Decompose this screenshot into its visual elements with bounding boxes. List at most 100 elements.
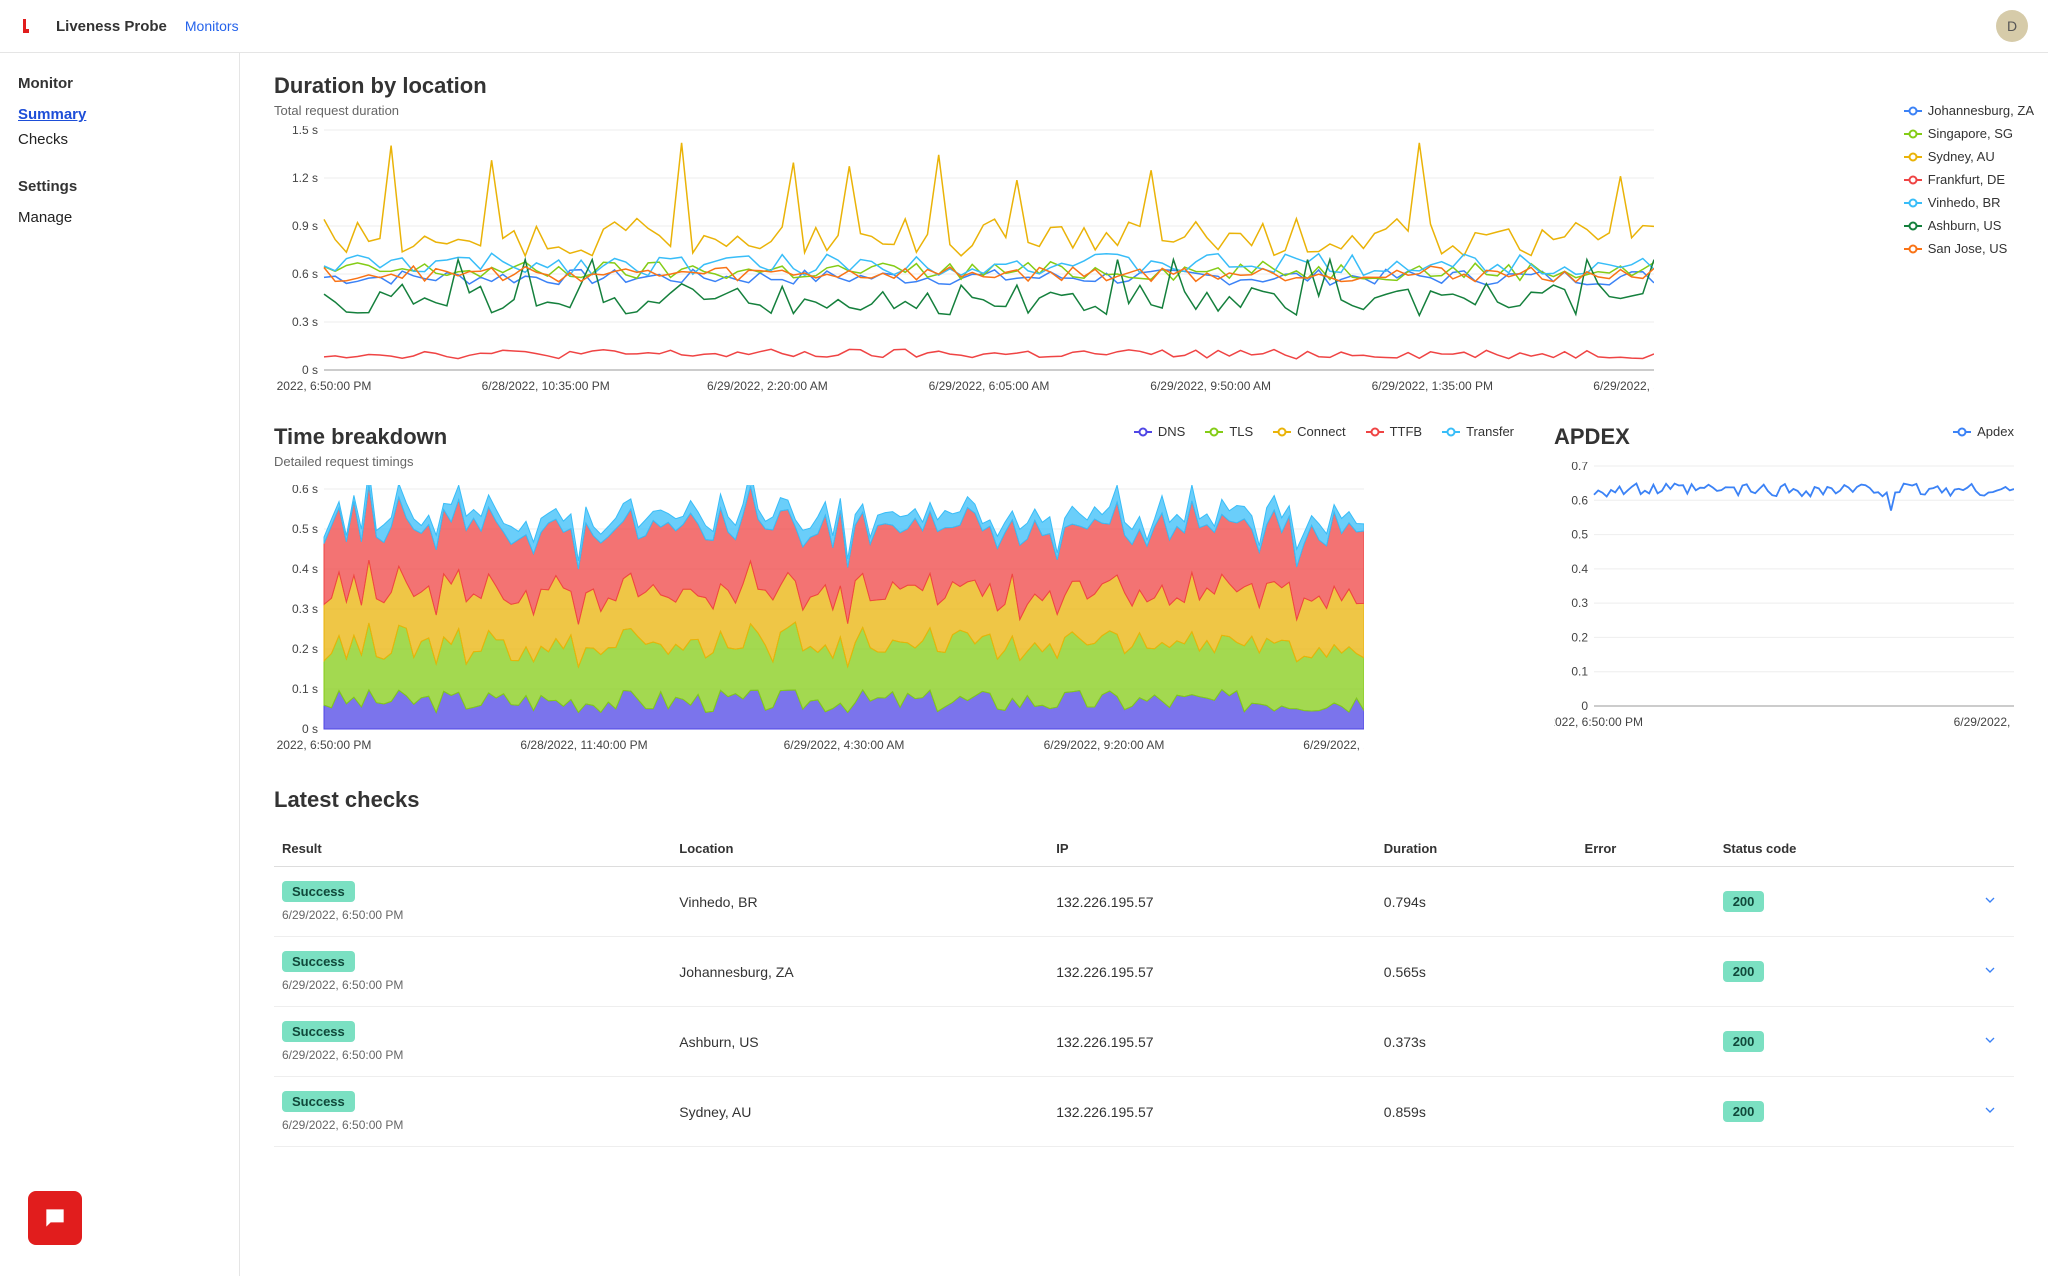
avatar-initial: D bbox=[2007, 18, 2017, 34]
svg-text:0.3 s: 0.3 s bbox=[292, 315, 318, 329]
table-cell: Ashburn, US bbox=[671, 1007, 1048, 1077]
table-row[interactable]: Success6/29/2022, 6:50:00 PMJohannesburg… bbox=[274, 937, 2014, 1007]
legend-item[interactable]: Transfer bbox=[1442, 424, 1514, 439]
svg-text:0.1 s: 0.1 s bbox=[292, 682, 318, 696]
breakdown-chart-subtitle: Detailed request timings bbox=[274, 454, 1114, 469]
svg-text:0.4: 0.4 bbox=[1571, 562, 1588, 576]
table-cell: Vinhedo, BR bbox=[671, 867, 1048, 937]
legend-item[interactable]: Singapore, SG bbox=[1904, 126, 2034, 141]
svg-text:6/29/2022, 9:20:00 AM: 6/29/2022, 9:20:00 AM bbox=[1044, 738, 1165, 752]
table-cell: Sydney, AU bbox=[671, 1077, 1048, 1147]
svg-text:0.1: 0.1 bbox=[1571, 665, 1588, 679]
legend-item[interactable]: Vinhedo, BR bbox=[1904, 195, 2034, 210]
svg-text:0.6 s: 0.6 s bbox=[292, 485, 318, 496]
status-code-badge: 200 bbox=[1723, 961, 1765, 982]
app-logo-icon bbox=[20, 17, 38, 35]
svg-text:2022, 6:50:00 PM: 2022, 6:50:00 PM bbox=[277, 379, 372, 393]
result-timestamp: 6/29/2022, 6:50:00 PM bbox=[282, 978, 663, 992]
legend-label: Johannesburg, ZA bbox=[1928, 103, 2034, 118]
legend-item[interactable]: TLS bbox=[1205, 424, 1253, 439]
svg-text:0 s: 0 s bbox=[302, 722, 318, 736]
sidebar-item-checks[interactable]: Checks bbox=[18, 127, 221, 152]
table-cell: Johannesburg, ZA bbox=[671, 937, 1048, 1007]
svg-text:0.6: 0.6 bbox=[1571, 493, 1588, 507]
svg-text:1.5 s: 1.5 s bbox=[292, 126, 318, 137]
legend-label: Singapore, SG bbox=[1928, 126, 2013, 141]
legend-label: Apdex bbox=[1977, 424, 2014, 439]
status-code-badge: 200 bbox=[1723, 891, 1765, 912]
sidebar: MonitorSummaryChecksSettingsManage bbox=[0, 53, 240, 1276]
monitors-link[interactable]: Monitors bbox=[185, 18, 239, 34]
chevron-down-icon[interactable] bbox=[1982, 1032, 1998, 1048]
svg-text:6/29/2022, 2:20:00 AM: 6/29/2022, 2:20:00 AM bbox=[707, 379, 828, 393]
legend-item[interactable]: Connect bbox=[1273, 424, 1345, 439]
svg-text:6/29/2022, 6:05:00 AM: 6/29/2022, 6:05:00 AM bbox=[929, 379, 1050, 393]
breakdown-chart-section: Time breakdown Detailed request timings … bbox=[274, 424, 1514, 757]
svg-text:0.3 s: 0.3 s bbox=[292, 602, 318, 616]
legend-label: San Jose, US bbox=[1928, 241, 2008, 256]
svg-text:0.4 s: 0.4 s bbox=[292, 562, 318, 576]
legend-label: Connect bbox=[1297, 424, 1345, 439]
svg-text:6/28/2022, 10:35:00 PM: 6/28/2022, 10:35:00 PM bbox=[482, 379, 610, 393]
table-cell: 132.226.195.57 bbox=[1048, 937, 1376, 1007]
svg-text:0.3: 0.3 bbox=[1571, 596, 1588, 610]
table-cell bbox=[1577, 1077, 1715, 1147]
svg-text:0.2: 0.2 bbox=[1571, 630, 1588, 644]
legend-item[interactable]: San Jose, US bbox=[1904, 241, 2034, 256]
svg-text:6/29/2022, 4:30:00 AM: 6/29/2022, 4:30:00 AM bbox=[784, 738, 905, 752]
svg-text:6/29/2022, 2:10:00 PM: 6/29/2022, 2:10:00 PM bbox=[1303, 738, 1364, 752]
svg-text:6/29/2022, 5:20:00 PM: 6/29/2022, 5:20:00 PM bbox=[1593, 379, 1654, 393]
sidebar-item-manage[interactable]: Manage bbox=[18, 205, 221, 230]
result-badge: Success bbox=[282, 1021, 355, 1042]
table-col-header: IP bbox=[1048, 831, 1376, 867]
svg-text:0.2 s: 0.2 s bbox=[292, 642, 318, 656]
table-col-header: Location bbox=[671, 831, 1048, 867]
legend-item[interactable]: Apdex bbox=[1953, 424, 2014, 439]
table-cell bbox=[1577, 867, 1715, 937]
chevron-down-icon[interactable] bbox=[1982, 892, 1998, 908]
legend-label: Transfer bbox=[1466, 424, 1514, 439]
duration-chart-section: Duration by location Total request durat… bbox=[274, 73, 2014, 398]
legend-item[interactable]: DNS bbox=[1134, 424, 1185, 439]
table-cell: 132.226.195.57 bbox=[1048, 867, 1376, 937]
table-col-header: Result bbox=[274, 831, 671, 867]
result-timestamp: 6/29/2022, 6:50:00 PM bbox=[282, 1048, 663, 1062]
svg-text:/2022, 6:50:00 PM: /2022, 6:50:00 PM bbox=[1554, 715, 1643, 729]
table-row[interactable]: Success 6/29/2022, 6:50:00 PM Vinhedo, BR1… bbox=[274, 867, 2014, 937]
svg-text:0.9 s: 0.9 s bbox=[292, 219, 318, 233]
breakdown-chart: 0 s 0.1 s 0.2 s 0.3 s 0.4 s 0.5 s 0.6 s 2022, 6… bbox=[274, 485, 1364, 757]
legend-label: Ashburn, US bbox=[1928, 218, 2002, 233]
legend-item[interactable]: Ashburn, US bbox=[1904, 218, 2034, 233]
sidebar-group-title: Settings bbox=[18, 178, 221, 195]
latest-checks-table: ResultLocationIPDurationErrorStatus code… bbox=[274, 831, 2014, 1147]
svg-text:2022, 6:50:00 PM: 2022, 6:50:00 PM bbox=[277, 738, 372, 752]
legend-label: TLS bbox=[1229, 424, 1253, 439]
duration-chart: 0 s 0.3 s 0.6 s 0.9 s 1.2 s 1.5 s 2022, 6:50:0… bbox=[274, 126, 1654, 398]
legend-item[interactable]: Frankfurt, DE bbox=[1904, 172, 2034, 187]
result-timestamp: 6/29/2022, 6:50:00 PM bbox=[282, 908, 663, 922]
svg-text:0.6 s: 0.6 s bbox=[292, 267, 318, 281]
duration-legend: Johannesburg, ZA Singapore, SG Sydney, AU F… bbox=[1904, 103, 2034, 256]
legend-item[interactable]: Johannesburg, ZA bbox=[1904, 103, 2034, 118]
svg-text:0.5 s: 0.5 s bbox=[292, 522, 318, 536]
svg-text:0 s: 0 s bbox=[302, 363, 318, 377]
svg-text:0.7: 0.7 bbox=[1571, 462, 1588, 473]
breakdown-chart-title: Time breakdown bbox=[274, 424, 1114, 450]
duration-chart-subtitle: Total request duration bbox=[274, 103, 2014, 118]
chevron-down-icon[interactable] bbox=[1982, 962, 1998, 978]
svg-text:1.2 s: 1.2 s bbox=[292, 171, 318, 185]
result-badge: Success bbox=[282, 881, 355, 902]
table-row[interactable]: Success6/29/2022, 6:50:00 PMSydney, AU13… bbox=[274, 1077, 2014, 1147]
chevron-down-icon[interactable] bbox=[1982, 1102, 1998, 1118]
legend-item[interactable]: TTFB bbox=[1366, 424, 1423, 439]
duration-chart-title: Duration by location bbox=[274, 73, 2014, 99]
chat-button[interactable] bbox=[28, 1191, 82, 1245]
table-row[interactable]: Success6/29/2022, 6:50:00 PMAshburn, US1… bbox=[274, 1007, 2014, 1077]
legend-item[interactable]: Sydney, AU bbox=[1904, 149, 2034, 164]
result-timestamp: 6/29/2022, 6:50:00 PM bbox=[282, 1118, 663, 1132]
svg-text:0.5: 0.5 bbox=[1571, 528, 1588, 542]
sidebar-item-summary[interactable]: Summary bbox=[18, 102, 221, 127]
apdex-chart-title: APDEX bbox=[1554, 424, 1933, 450]
topbar: Liveness Probe Monitors D bbox=[0, 0, 2048, 53]
avatar[interactable]: D bbox=[1996, 10, 2028, 42]
